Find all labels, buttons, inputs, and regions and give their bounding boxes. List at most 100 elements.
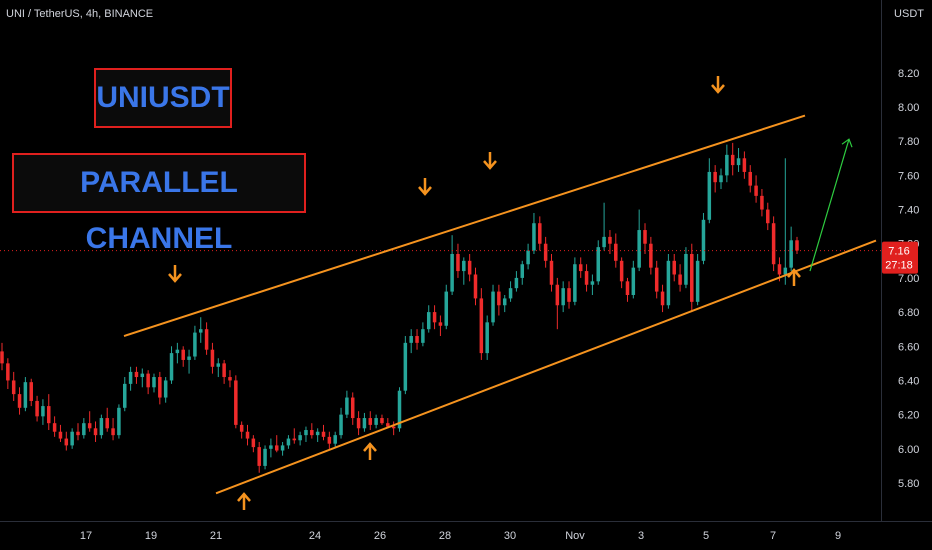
candle-body bbox=[649, 243, 653, 268]
candle-body bbox=[140, 373, 145, 378]
candle-body bbox=[584, 271, 589, 285]
candle-body bbox=[754, 185, 758, 196]
candle-body bbox=[573, 264, 577, 302]
candle-body bbox=[163, 380, 168, 398]
candle-body bbox=[280, 445, 285, 451]
candle-body bbox=[29, 382, 33, 401]
candle-body bbox=[725, 154, 729, 176]
candle-body bbox=[64, 438, 69, 446]
candle-body bbox=[11, 380, 16, 395]
candle-body bbox=[391, 426, 396, 429]
symbol-header: UNI / TetherUS, 4h, BINANCE bbox=[6, 8, 154, 20]
candle-body bbox=[730, 154, 735, 166]
candle-body bbox=[742, 158, 747, 172]
candle-body bbox=[292, 438, 297, 441]
candle-body bbox=[99, 418, 104, 436]
candle-body bbox=[47, 406, 51, 424]
resistance-touch-arrow-down-icon bbox=[418, 178, 432, 196]
candle-body bbox=[87, 423, 92, 429]
candle-body bbox=[415, 336, 419, 343]
candle-body bbox=[70, 431, 74, 446]
candle-body bbox=[6, 363, 10, 381]
candle-body bbox=[520, 264, 525, 278]
candle-body bbox=[274, 445, 279, 451]
candle-body bbox=[409, 336, 413, 343]
candle-body bbox=[362, 418, 367, 429]
candle-body bbox=[602, 236, 606, 248]
candle-body bbox=[117, 407, 121, 436]
candle-body bbox=[456, 253, 460, 272]
candle-body bbox=[158, 377, 162, 398]
time-tick-label: 21 bbox=[210, 530, 222, 542]
candle-body bbox=[263, 448, 267, 466]
price-tick-label: 5.80 bbox=[898, 478, 919, 490]
projection-arrow-head bbox=[841, 138, 853, 148]
candle-body bbox=[643, 230, 647, 244]
time-tick-label: 19 bbox=[145, 530, 157, 542]
candle-body bbox=[298, 435, 302, 441]
time-tick-label: 3 bbox=[638, 530, 644, 542]
candle-body bbox=[175, 349, 180, 354]
price-tick-label: 6.20 bbox=[898, 410, 919, 422]
candle-body bbox=[485, 322, 489, 354]
candle-body bbox=[426, 312, 431, 330]
candle-body bbox=[660, 291, 665, 306]
candle-body bbox=[421, 329, 425, 343]
candle-body bbox=[614, 243, 618, 261]
price-tick-label: 6.80 bbox=[898, 307, 919, 319]
candle-body bbox=[386, 423, 390, 427]
candle-body bbox=[719, 175, 723, 183]
candle-body bbox=[538, 223, 542, 244]
candle-body bbox=[52, 423, 57, 432]
candle-body bbox=[310, 430, 314, 436]
time-tick-label: 17 bbox=[80, 530, 92, 542]
price-tick-label: 6.60 bbox=[898, 341, 919, 353]
candle-body bbox=[678, 274, 682, 285]
candle-body bbox=[690, 253, 694, 302]
candle-body bbox=[228, 377, 232, 381]
candle-body bbox=[625, 281, 630, 295]
candle-body bbox=[23, 382, 28, 408]
candle-body bbox=[82, 423, 86, 436]
candle-body bbox=[514, 277, 519, 289]
candle-body bbox=[467, 260, 472, 275]
candle-body bbox=[204, 329, 209, 350]
candle-body bbox=[198, 329, 203, 333]
candle-body bbox=[748, 171, 752, 186]
candle-body bbox=[181, 349, 185, 360]
candle-body bbox=[380, 418, 384, 424]
candle-body bbox=[590, 281, 595, 285]
candle-body bbox=[795, 240, 799, 251]
candle-body bbox=[438, 322, 443, 326]
candle-body bbox=[555, 284, 560, 306]
channel-lower-line bbox=[215, 239, 877, 495]
candle-body bbox=[543, 243, 548, 261]
candle-body bbox=[684, 253, 688, 285]
candle-body bbox=[187, 356, 191, 360]
candle-body bbox=[374, 418, 378, 425]
candle-body bbox=[339, 414, 343, 436]
price-unit-label: USDT bbox=[894, 8, 924, 20]
candle-body bbox=[234, 380, 238, 425]
candle-body bbox=[473, 274, 478, 299]
candle-body bbox=[123, 383, 127, 408]
price-tick-label: 7.00 bbox=[898, 273, 919, 285]
resistance-touch-arrow-down-icon bbox=[711, 76, 725, 94]
resistance-touch-arrow-down-icon bbox=[168, 265, 182, 283]
candle-body bbox=[619, 260, 624, 282]
time-tick-label: 9 bbox=[835, 530, 841, 542]
bar-countdown-label: 27:18 bbox=[885, 260, 913, 272]
candle-body bbox=[760, 195, 764, 210]
candle-body bbox=[41, 406, 45, 417]
current-price-label: 7.16 bbox=[888, 246, 909, 258]
candle-body bbox=[315, 431, 320, 436]
ticker-banner: UNIUSDT bbox=[94, 68, 232, 128]
candle-body bbox=[304, 430, 308, 436]
time-tick-label: 5 bbox=[703, 530, 709, 542]
candle-body bbox=[152, 377, 156, 388]
time-tick-label: 30 bbox=[504, 530, 516, 542]
candle-body bbox=[654, 267, 659, 292]
candle-body bbox=[432, 312, 437, 323]
candle-body bbox=[567, 288, 571, 302]
